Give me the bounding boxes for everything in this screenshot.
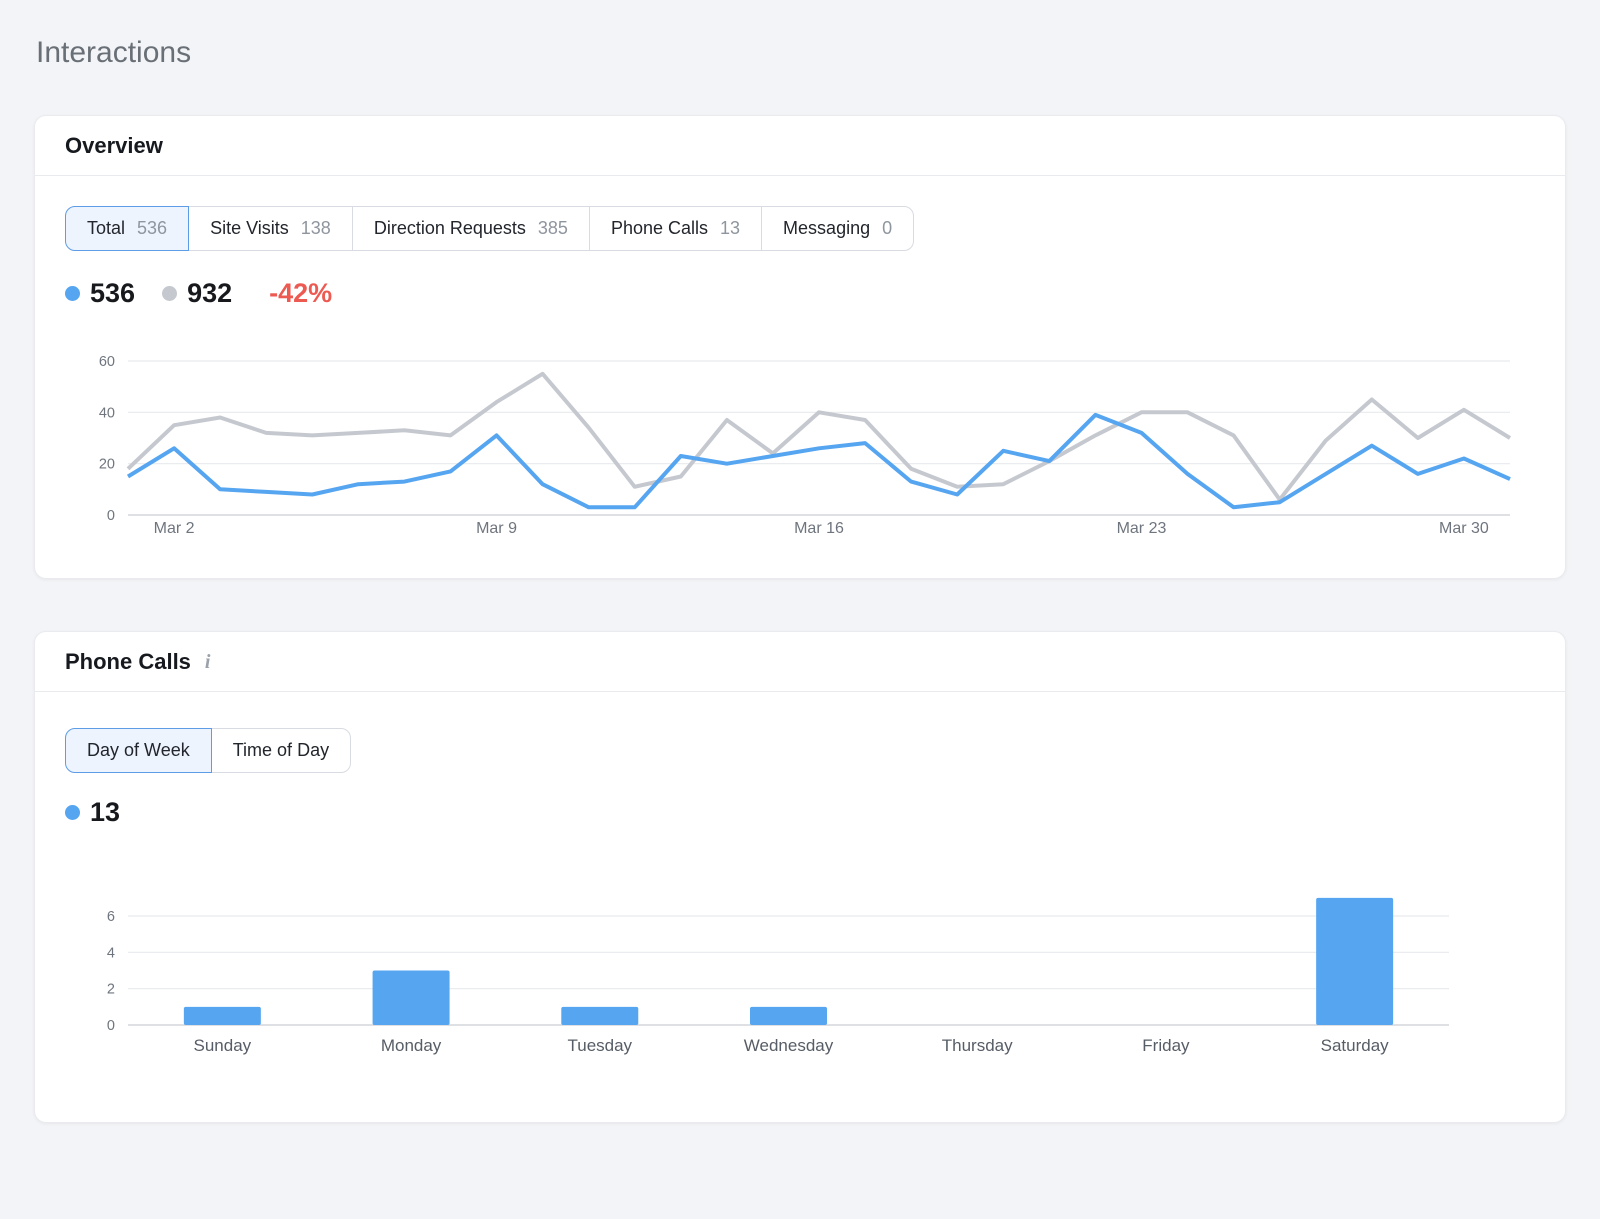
- tab-label: Time of Day: [232, 740, 330, 760]
- tab-count: 138: [300, 218, 331, 238]
- phone-calls-card: Phone Calls i Day of Week Time of Day 13 …: [34, 631, 1566, 1123]
- bar-sunday[interactable]: [183, 1006, 261, 1025]
- phone-calls-view-tabs: Day of Week Time of Day: [65, 728, 352, 773]
- svg-text:6: 6: [107, 909, 115, 925]
- previous-period-value: 932: [187, 278, 233, 308]
- svg-text:Friday: Friday: [1142, 1036, 1190, 1055]
- phone-calls-card-title: Phone Calls: [65, 649, 191, 674]
- svg-text:40: 40: [99, 405, 115, 421]
- tab-count: 385: [537, 218, 568, 238]
- tab-count: 536: [137, 218, 168, 238]
- overview-card-body: Total 536 Site Visits 138 Direction Requests…: [35, 176, 1565, 578]
- overview-card: Overview Total 536 Site Visits 138 Direction…: [34, 115, 1566, 579]
- overview-card-header: Overview: [35, 116, 1565, 176]
- svg-text:0: 0: [107, 1018, 115, 1034]
- svg-text:Saturday: Saturday: [1321, 1036, 1390, 1055]
- overview-legend: 536 932 -42%: [65, 278, 1535, 309]
- phone-calls-card-body: Day of Week Time of Day 13 0 2 4 6 Sunday Mond…: [35, 692, 1565, 1122]
- svg-text:2: 2: [107, 982, 115, 998]
- current-period-value: 536: [90, 278, 136, 308]
- delta-percentage: -42%: [269, 278, 333, 308]
- svg-text:Wednesday: Wednesday: [744, 1036, 834, 1055]
- tab-label: Phone Calls: [610, 218, 709, 238]
- svg-text:Tuesday: Tuesday: [567, 1036, 632, 1055]
- tab-label: Site Visits: [210, 218, 289, 238]
- bar-saturday[interactable]: [1316, 897, 1394, 1025]
- phone-calls-total: 13: [90, 797, 121, 827]
- overview-tab-phone-calls[interactable]: Phone Calls 13: [588, 206, 763, 251]
- svg-text:Monday: Monday: [381, 1036, 442, 1055]
- tab-label: Messaging: [783, 218, 871, 238]
- tab-count: 0: [882, 218, 893, 238]
- svg-text:Mar 30: Mar 30: [1439, 520, 1489, 536]
- tab-label: Total: [87, 218, 126, 238]
- overview-tab-messaging[interactable]: Messaging 0: [761, 206, 915, 251]
- phone-calls-dot: [65, 805, 80, 820]
- overview-tab-site-visits[interactable]: Site Visits 138: [188, 206, 353, 251]
- overview-tab-total[interactable]: Total 536: [65, 206, 190, 251]
- bar-wednesday[interactable]: [750, 1006, 827, 1025]
- phone-calls-tab-day-of-week[interactable]: Day of Week: [65, 728, 212, 773]
- svg-text:Mar 23: Mar 23: [1117, 520, 1167, 536]
- phone-calls-tab-time-of-day[interactable]: Time of Day: [210, 728, 352, 773]
- svg-text:60: 60: [99, 354, 115, 370]
- bar-tuesday[interactable]: [561, 1006, 639, 1025]
- svg-text:Thursday: Thursday: [942, 1036, 1013, 1055]
- tab-count: 13: [720, 218, 741, 238]
- interactions-page: Interactions Overview Total 536 Site Visit…: [0, 36, 1600, 1123]
- svg-text:Sunday: Sunday: [194, 1036, 252, 1055]
- overview-card-title: Overview: [65, 133, 163, 158]
- info-icon[interactable]: i: [204, 650, 211, 673]
- overview-metric-tabs: Total 536 Site Visits 138 Direction Requests…: [65, 206, 915, 251]
- phone-calls-legend: 13: [65, 797, 1535, 828]
- bar-monday[interactable]: [372, 970, 450, 1026]
- overview-tab-direction-requests[interactable]: Direction Requests 385: [351, 206, 590, 251]
- tab-label: Day of Week: [87, 740, 190, 760]
- phone-calls-card-header: Phone Calls i: [35, 632, 1565, 692]
- svg-text:0: 0: [107, 508, 115, 524]
- interactions-line-chart[interactable]: 0 20 40 60 Mar 2 Mar 9 Mar 16 Mar 23 Mar 30: [65, 321, 1523, 536]
- svg-text:20: 20: [99, 457, 115, 473]
- svg-text:4: 4: [107, 945, 115, 961]
- current-period-dot: [65, 286, 80, 301]
- svg-text:Mar 2: Mar 2: [154, 520, 195, 536]
- svg-text:Mar 9: Mar 9: [476, 520, 517, 536]
- phone-calls-bar-chart[interactable]: 0 2 4 6 Sunday Monday Tuesday Wednesday Thursday…: [65, 862, 1523, 1077]
- tab-label: Direction Requests: [373, 218, 526, 238]
- page-title: Interactions: [36, 36, 192, 69]
- previous-period-dot: [162, 286, 178, 301]
- svg-text:Mar 16: Mar 16: [794, 520, 844, 536]
